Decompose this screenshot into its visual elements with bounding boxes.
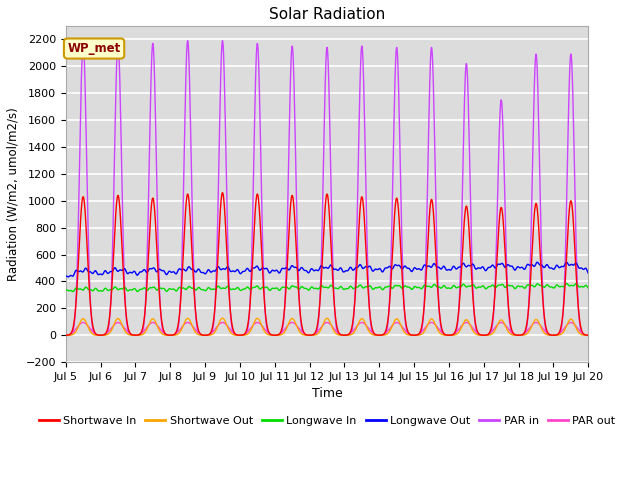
Text: WP_met: WP_met <box>67 42 121 55</box>
Y-axis label: Radiation (W/m2, umol/m2/s): Radiation (W/m2, umol/m2/s) <box>7 107 20 281</box>
Legend: Shortwave In, Shortwave Out, Longwave In, Longwave Out, PAR in, PAR out: Shortwave In, Shortwave Out, Longwave In… <box>35 411 620 431</box>
Title: Solar Radiation: Solar Radiation <box>269 7 385 22</box>
X-axis label: Time: Time <box>312 387 342 400</box>
